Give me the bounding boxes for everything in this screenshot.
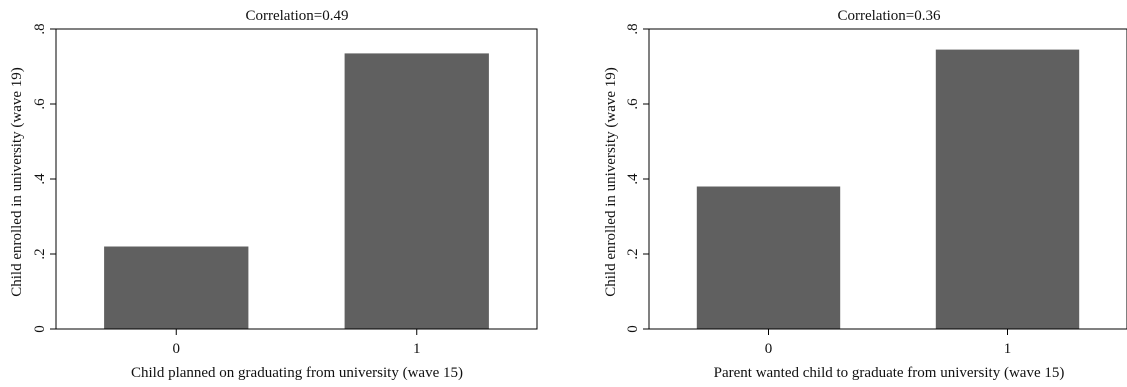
bar <box>935 49 1080 329</box>
chart-panel-left: Correlation=0.49 Child enrolled in unive… <box>9 8 538 381</box>
chart-title: Correlation=0.49 <box>245 8 348 24</box>
x-tick-label: 1 <box>413 341 421 357</box>
y-tick-label: .6 <box>625 98 641 110</box>
y-tick-label: 0 <box>625 325 641 333</box>
bar <box>696 186 841 329</box>
chart-panel-right: Correlation=0.36 Child enrolled in unive… <box>603 8 1127 381</box>
bar <box>344 53 489 330</box>
y-axis-label: Child enrolled in university (wave 19) <box>9 67 25 297</box>
y-tick-label: .8 <box>625 23 641 34</box>
plot-area: 0 .2 .4 .6 .8 0 1 <box>32 23 538 357</box>
x-axis-label: Parent wanted child to graduate from uni… <box>714 365 1065 381</box>
bar <box>104 246 249 329</box>
x-tick-label: 1 <box>1004 341 1012 357</box>
y-tick-label: .6 <box>32 98 48 110</box>
y-tick-label: .2 <box>32 248 48 259</box>
y-tick-label: 0 <box>32 325 48 333</box>
chart-title: Correlation=0.36 <box>837 8 941 24</box>
y-axis-label: Child enrolled in university (wave 19) <box>603 67 619 297</box>
x-tick-label: 0 <box>173 341 181 357</box>
y-tick-label: .4 <box>625 173 641 185</box>
x-axis-label: Child planned on graduating from univers… <box>131 365 463 381</box>
y-tick-label: .2 <box>625 248 641 259</box>
plot-area: 0 .2 .4 .6 .8 0 1 <box>625 23 1127 357</box>
y-tick-label: .4 <box>32 173 48 185</box>
x-tick-label: 0 <box>765 341 773 357</box>
y-tick-label: .8 <box>32 23 48 34</box>
